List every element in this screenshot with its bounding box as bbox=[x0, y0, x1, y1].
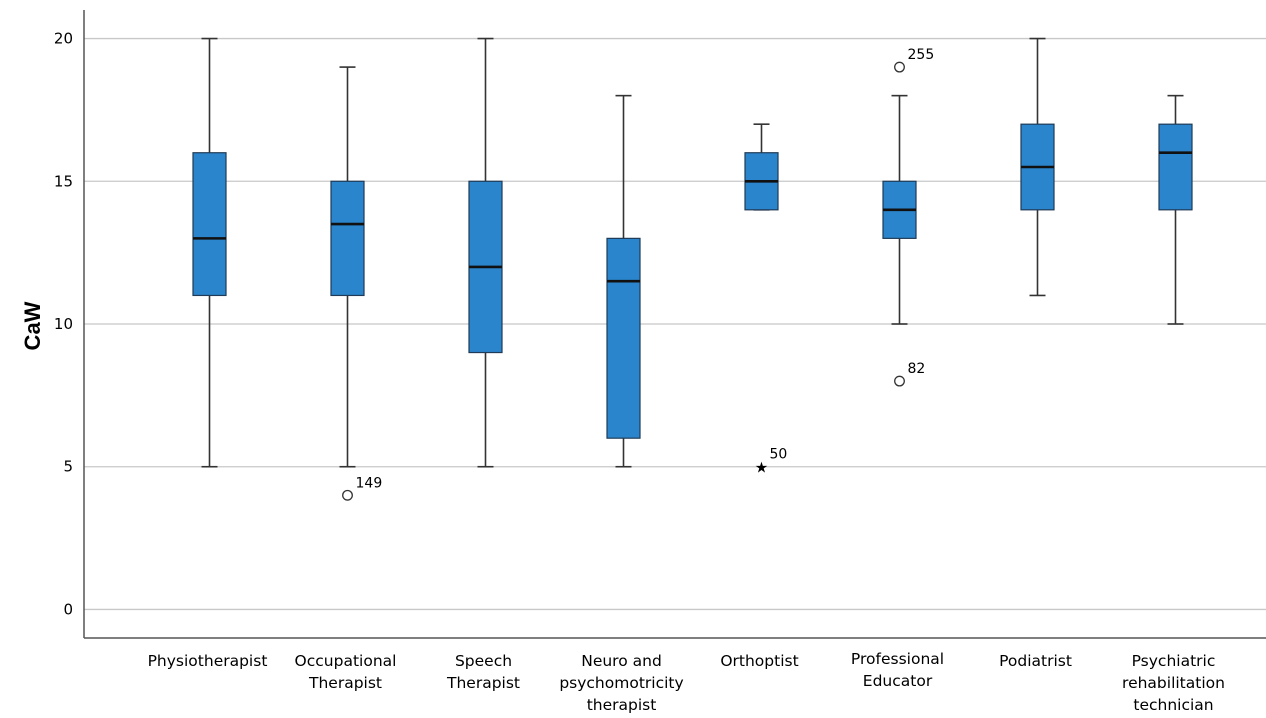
y-tick-label-10: 10 bbox=[54, 315, 73, 333]
x-category-label-1: Physiotherapist bbox=[148, 652, 268, 670]
box-7 bbox=[1020, 37, 1055, 297]
outlier-circle-82 bbox=[894, 375, 905, 387]
box-4 bbox=[606, 94, 641, 468]
y-tick-label-15: 15 bbox=[54, 172, 73, 190]
x-category-label-7: Podiatrist bbox=[999, 652, 1072, 670]
x-category-label-5: Orthoptist bbox=[720, 652, 798, 670]
box-iqr bbox=[1158, 123, 1193, 211]
y-axis-label: CaW bbox=[20, 301, 45, 350]
y-tick-label-0: 0 bbox=[63, 600, 73, 618]
box-iqr bbox=[330, 180, 365, 297]
x-category-label-8: Psychiatric rehabilitation technician bbox=[1122, 652, 1225, 714]
box-iqr bbox=[192, 152, 227, 297]
x-category-label-3: Speech Therapist bbox=[446, 652, 520, 692]
box-5: ★50 bbox=[744, 123, 788, 477]
x-category-label-2: Occupational Therapist bbox=[295, 652, 397, 692]
y-tick-label-5: 5 bbox=[63, 458, 73, 476]
x-category-label-6: Professional Educator bbox=[851, 650, 944, 690]
box-3 bbox=[468, 37, 503, 468]
outlier-label-82: 82 bbox=[908, 361, 926, 377]
box-2: 149 bbox=[330, 66, 383, 501]
outlier-label-255: 255 bbox=[908, 47, 935, 63]
outlier-circle-255 bbox=[894, 61, 905, 73]
outlier-circle-149 bbox=[342, 489, 353, 501]
outlier-label-149: 149 bbox=[356, 475, 383, 491]
y-tick-label-20: 20 bbox=[54, 30, 73, 48]
box-8 bbox=[1158, 94, 1193, 325]
box-iqr bbox=[606, 237, 641, 439]
box-1 bbox=[192, 37, 227, 468]
outlier-label-50: 50 bbox=[770, 447, 788, 463]
box-6: 255 82 bbox=[882, 47, 935, 387]
outlier-star-50: ★ bbox=[755, 459, 768, 477]
x-category-label-4: Neuro and psychomotricity therapist bbox=[559, 652, 683, 714]
